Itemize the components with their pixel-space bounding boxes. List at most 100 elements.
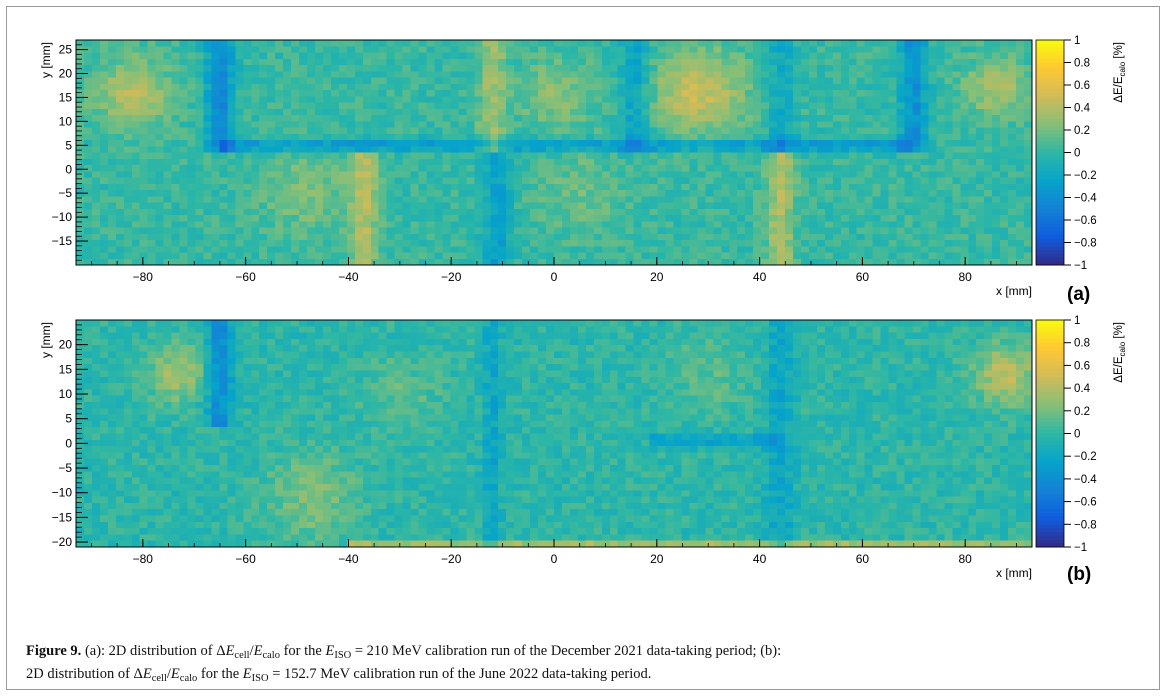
heatmap-cell (466, 227, 475, 235)
heatmap-cell (960, 52, 969, 60)
heatmap-cell (745, 190, 754, 197)
heatmap-cell (283, 115, 292, 122)
heatmap-cell (179, 152, 189, 160)
heatmap-cell (665, 108, 674, 116)
heatmap-cell (904, 227, 913, 235)
heatmap-cell (657, 121, 667, 128)
heatmap-cell (267, 52, 276, 60)
heatmap-cell (171, 40, 181, 47)
heatmap-cell (394, 233, 404, 241)
heatmap-cell (227, 52, 236, 60)
heatmap-cell (235, 165, 244, 172)
heatmap-cell (354, 246, 364, 253)
heatmap-cell (490, 338, 499, 346)
heatmap-cell (123, 215, 133, 222)
heatmap-cell (442, 233, 451, 241)
heatmap-cell (800, 52, 810, 60)
heatmap-cell (872, 127, 882, 135)
heatmap-cell (561, 58, 571, 66)
heatmap-cell (458, 108, 467, 116)
heatmap-cell (450, 115, 459, 122)
heatmap-cell (195, 246, 204, 253)
heatmap-cell (641, 58, 651, 66)
heatmap-cell (76, 252, 85, 260)
heatmap-cell (426, 258, 435, 266)
heatmap-cell (522, 52, 531, 60)
heatmap-cell (195, 171, 204, 178)
heatmap-cell (713, 215, 722, 222)
heatmap-cell (163, 246, 173, 253)
heatmap-cell (561, 233, 571, 241)
heatmap-cell (235, 77, 244, 85)
heatmap-cell (434, 190, 443, 197)
colorbar-tick-label: −0.4 (1074, 193, 1097, 205)
heatmap-cell (123, 258, 133, 266)
heatmap-cell (299, 196, 308, 203)
heatmap-cell (697, 240, 706, 247)
heatmap-cell (697, 252, 706, 260)
heatmap-cell (673, 252, 682, 260)
heatmap-cell (1016, 227, 1025, 235)
heatmap-cell (793, 183, 802, 191)
heatmap-cell (681, 165, 690, 172)
heatmap-cell (139, 202, 149, 210)
heatmap-cell (832, 140, 842, 147)
heatmap-cell (227, 133, 236, 141)
heatmap-cell (793, 196, 802, 203)
heatmap-cell (179, 65, 189, 72)
heatmap-cell (307, 326, 316, 334)
heatmap-cell (203, 158, 212, 166)
heatmap-cell (633, 221, 643, 228)
heatmap-cell (1008, 196, 1017, 203)
heatmap-cell (362, 96, 372, 103)
heatmap-cell (466, 208, 475, 216)
heatmap-cell (800, 102, 810, 110)
heatmap-cell (546, 158, 555, 166)
heatmap-cell (530, 208, 539, 216)
heatmap-cell (99, 246, 109, 253)
colorbar-step (1036, 43, 1064, 49)
heatmap-cell (808, 326, 818, 334)
heatmap-cell (864, 133, 874, 141)
heatmap-cell (275, 46, 284, 53)
heatmap-cell (689, 146, 698, 153)
heatmap-cell (601, 152, 611, 160)
heatmap-cell (785, 127, 794, 135)
heatmap-cell (649, 177, 659, 185)
heatmap-cell (569, 46, 579, 53)
heatmap-cell (442, 338, 451, 346)
heatmap-cell (219, 52, 228, 60)
heatmap-cell (554, 108, 563, 116)
heatmap-cell (737, 83, 746, 91)
heatmap-cell (490, 65, 499, 72)
heatmap-cell (936, 121, 945, 128)
heatmap-cell (896, 83, 906, 91)
heatmap-cell (840, 115, 850, 122)
heatmap-cell (291, 77, 300, 85)
heatmap-cell (123, 233, 133, 241)
heatmap-cell (243, 96, 252, 103)
heatmap-cell (402, 221, 412, 228)
heatmap-cell (625, 121, 635, 128)
heatmap-cell (697, 71, 706, 78)
heatmap-cell (402, 96, 412, 103)
heatmap-cell (729, 196, 738, 203)
heatmap-cell (410, 96, 420, 103)
heatmap-cell (299, 46, 308, 53)
heatmap-cell (824, 202, 834, 210)
heatmap-cell (83, 52, 93, 60)
heatmap-cell (984, 65, 993, 72)
heatmap-cell (251, 133, 260, 141)
heatmap-cell (107, 152, 117, 160)
heatmap-cell (235, 196, 244, 203)
heatmap-cell (753, 221, 762, 228)
heatmap-cell (785, 52, 794, 60)
heatmap-cell (880, 77, 890, 85)
heatmap-cell (338, 133, 348, 141)
heatmap-cell (960, 202, 969, 210)
heatmap-cell (338, 183, 348, 191)
heatmap-cell (418, 108, 428, 116)
heatmap-cell (426, 320, 435, 327)
heatmap-cell (936, 208, 945, 216)
heatmap-cell (952, 146, 961, 153)
